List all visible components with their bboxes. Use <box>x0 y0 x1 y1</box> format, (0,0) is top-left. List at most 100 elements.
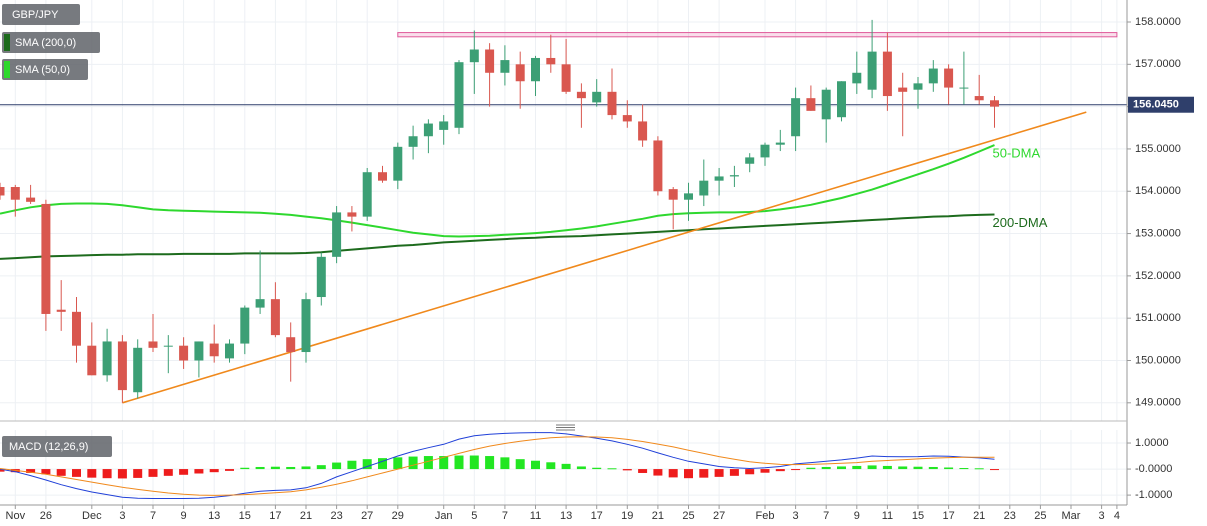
candle-body <box>745 157 755 164</box>
candle-body <box>225 343 234 359</box>
candle-body <box>882 51 892 97</box>
legend-label: SMA (200,0) <box>15 37 76 49</box>
macd-legend: MACD (12,26,9) <box>9 441 88 453</box>
macd-histogram-bar <box>576 466 586 470</box>
macd-histogram-bar <box>117 469 127 479</box>
macd-histogram-bar <box>898 466 908 470</box>
candle-body <box>10 187 20 200</box>
candle-body <box>393 146 403 181</box>
macd-histogram-bar <box>102 469 112 479</box>
macd-histogram-bar <box>87 469 97 478</box>
x-tick-label: Jan <box>435 510 453 522</box>
y-tick-label: 153.0000 <box>1135 227 1181 239</box>
macd-histogram-bar <box>56 469 66 476</box>
macd-histogram-bar <box>729 469 739 476</box>
macd-line <box>0 432 995 499</box>
x-tick-label: 23 <box>1004 510 1016 522</box>
macd-histogram-bar <box>454 455 464 470</box>
x-tick-label: 3 <box>1099 510 1105 522</box>
legend-label: SMA (50,0) <box>15 64 70 76</box>
x-tick-label: 7 <box>823 510 829 522</box>
candle-body <box>576 91 586 99</box>
x-tick-label: Dec <box>82 510 102 522</box>
macd-histogram-bar <box>944 467 954 470</box>
macd-histogram-bar <box>133 469 143 478</box>
macd-histogram-bar <box>332 462 342 470</box>
legend-swatch <box>4 61 10 78</box>
candle-body <box>163 345 173 347</box>
candle-body <box>439 121 449 130</box>
y-tick-label: -1.0000 <box>1135 489 1172 501</box>
legend-box[interactable] <box>2 4 80 25</box>
legend-swatch <box>4 34 10 51</box>
macd-histogram-bar <box>867 465 877 470</box>
signal-line <box>0 436 995 496</box>
candle-body <box>148 341 158 348</box>
candle-body <box>469 49 479 63</box>
macd-histogram-bar <box>485 456 495 470</box>
candle-body <box>500 60 510 73</box>
candle-body <box>270 299 280 336</box>
legend-box[interactable] <box>2 32 100 53</box>
macd-histogram-bar <box>913 466 923 470</box>
candle-body <box>286 337 296 353</box>
resize-handle[interactable] <box>556 424 575 431</box>
candle-body <box>791 98 801 137</box>
macd-histogram-bar <box>469 455 479 470</box>
candle-body <box>806 98 816 111</box>
x-tick-label: 25 <box>1034 510 1046 522</box>
x-tick-label: 7 <box>150 510 156 522</box>
candle-body <box>41 203 51 314</box>
legend-box[interactable] <box>2 436 112 457</box>
candle-body <box>255 299 265 308</box>
moving-average-line <box>0 144 995 238</box>
macd-histogram-bar <box>0 469 5 472</box>
candle-body <box>653 140 663 192</box>
x-tick-label: 3 <box>793 510 799 522</box>
macd-histogram-bar <box>531 460 540 470</box>
x-tick-label: 13 <box>208 510 220 522</box>
candle-body <box>133 347 143 393</box>
macd-histogram-bar <box>408 456 418 470</box>
y-tick-label: 1.0000 <box>1135 437 1169 449</box>
x-tick-label: 21 <box>300 510 312 522</box>
candle-body <box>928 68 938 84</box>
macd-histogram-bar <box>393 457 403 470</box>
macd-histogram-bar <box>423 456 433 470</box>
y-tick-label: 157.0000 <box>1135 58 1181 70</box>
ma-annotation: 50-DMA <box>993 146 1041 161</box>
candle-body <box>102 341 112 376</box>
candle-body <box>607 91 617 116</box>
macd-histogram-bar <box>316 465 326 470</box>
macd-histogram-bar <box>959 468 969 470</box>
last-price-box <box>1128 96 1194 113</box>
x-tick-label: 25 <box>682 510 694 522</box>
x-tick-label: 29 <box>392 510 404 522</box>
macd-histogram-bar <box>592 467 602 470</box>
x-tick-label: 17 <box>269 510 281 522</box>
x-tick-label: 11 <box>530 510 541 522</box>
candle-body <box>913 83 923 90</box>
candle-body <box>0 187 5 196</box>
macd-histogram-bar <box>745 469 755 475</box>
y-tick-label: -0.0000 <box>1135 463 1172 475</box>
macd-histogram-bar <box>500 457 510 470</box>
macd-histogram-bar <box>653 469 663 476</box>
candle-body <box>546 57 556 65</box>
candle-body <box>944 68 954 88</box>
macd-histogram-bar <box>148 469 158 477</box>
x-tick-label: 27 <box>361 510 373 522</box>
macd-histogram-bar <box>378 458 387 470</box>
candle-body <box>454 62 464 128</box>
x-tick-label: 3 <box>119 510 125 522</box>
macd-histogram-bar <box>209 469 219 473</box>
candle-body <box>622 115 632 122</box>
x-tick-label: 4 <box>1114 510 1120 522</box>
macd-histogram-bar <box>668 469 678 478</box>
legend-box[interactable] <box>2 59 88 80</box>
x-tick-label: 17 <box>591 510 603 522</box>
candle-body <box>332 212 342 257</box>
x-tick-label: 15 <box>912 510 924 522</box>
candle-body <box>974 96 984 101</box>
